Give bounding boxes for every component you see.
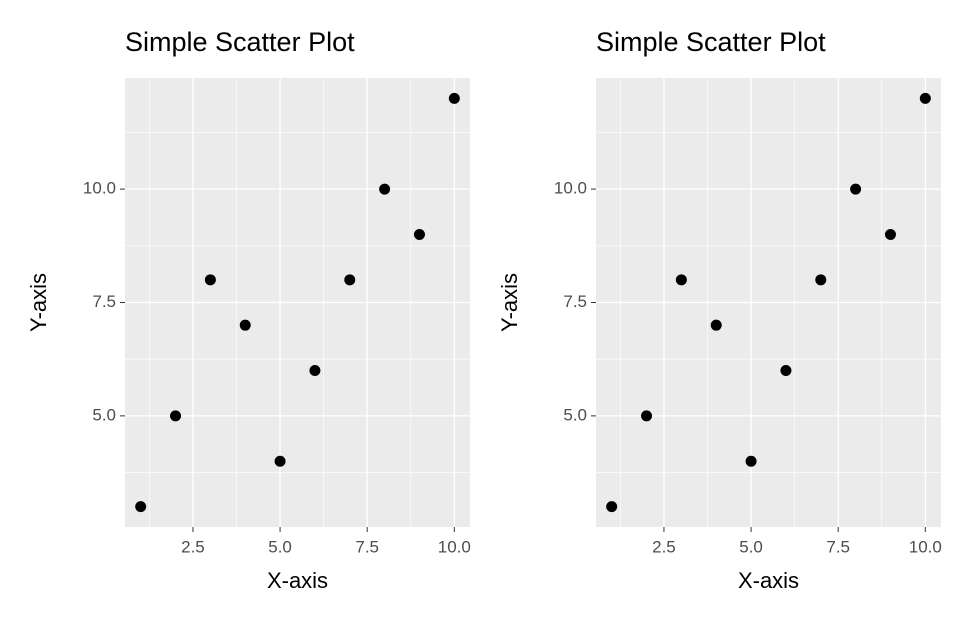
y-axis-title: Y-axis bbox=[26, 273, 51, 332]
x-axis-title: X-axis bbox=[267, 568, 328, 593]
point bbox=[606, 501, 618, 513]
x-tick-label: 2.5 bbox=[652, 537, 676, 556]
point bbox=[448, 92, 460, 104]
point bbox=[675, 274, 687, 286]
x-tick-label: 5.0 bbox=[739, 537, 763, 556]
y-tick-label: 7.5 bbox=[563, 292, 587, 311]
point bbox=[850, 183, 862, 195]
point bbox=[379, 183, 391, 195]
point bbox=[745, 455, 757, 467]
point bbox=[815, 274, 827, 286]
point bbox=[309, 365, 321, 377]
chart-title: Simple Scatter Plot bbox=[596, 27, 826, 57]
point bbox=[170, 410, 182, 422]
point bbox=[135, 501, 147, 513]
point bbox=[274, 455, 286, 467]
x-tick-label: 5.0 bbox=[268, 537, 292, 556]
y-tick-label: 5.0 bbox=[563, 405, 587, 424]
point bbox=[884, 228, 896, 240]
chart-title: Simple Scatter Plot bbox=[125, 27, 355, 57]
point bbox=[413, 228, 425, 240]
x-tick-label: 7.5 bbox=[826, 537, 850, 556]
x-tick-label: 2.5 bbox=[181, 537, 205, 556]
point bbox=[344, 274, 356, 286]
y-tick-label: 5.0 bbox=[92, 405, 116, 424]
point bbox=[641, 410, 653, 422]
x-tick-label: 10.0 bbox=[438, 537, 471, 556]
y-tick-label: 10.0 bbox=[554, 179, 587, 198]
point bbox=[919, 92, 931, 104]
x-tick-label: 10.0 bbox=[909, 537, 942, 556]
x-axis-title: X-axis bbox=[738, 568, 799, 593]
point bbox=[204, 274, 216, 286]
y-tick-label: 10.0 bbox=[83, 179, 116, 198]
y-tick-label: 7.5 bbox=[92, 292, 116, 311]
point bbox=[710, 319, 722, 331]
y-axis-title: Y-axis bbox=[497, 273, 522, 332]
x-tick-label: 7.5 bbox=[355, 537, 379, 556]
point bbox=[239, 319, 251, 331]
point bbox=[780, 365, 792, 377]
